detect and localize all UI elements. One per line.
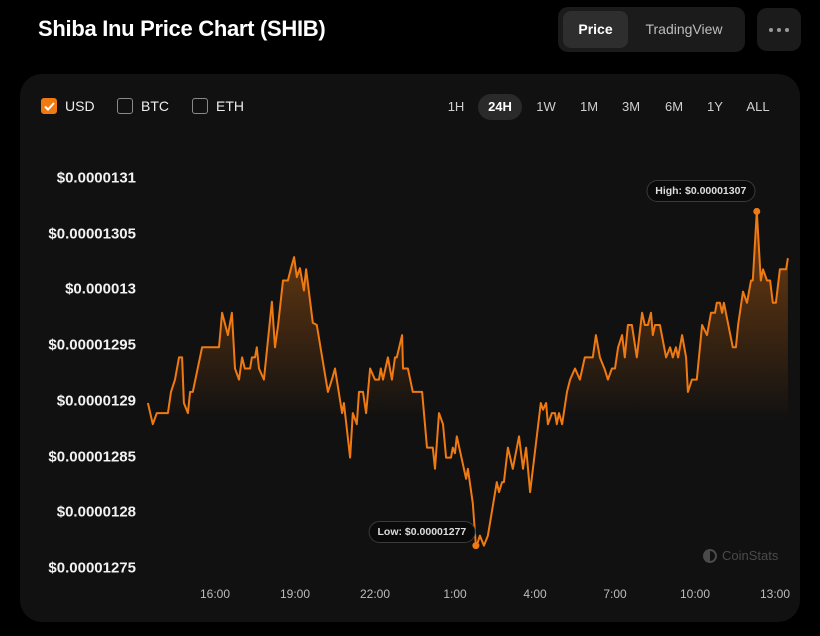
range-1m-button[interactable]: 1M [579, 99, 599, 114]
y-tick-label: $0.0000128 [56, 503, 136, 521]
currency-usd-checkbox[interactable]: USD [41, 98, 95, 114]
range-1w-button[interactable]: 1W [536, 99, 556, 114]
x-tick-label: 16:00 [199, 587, 231, 601]
currency-label: BTC [141, 98, 169, 114]
coinstats-logo-icon [703, 548, 717, 563]
y-tick-label: $0.00001285 [48, 448, 136, 465]
x-tick-label: 10:00 [679, 587, 711, 601]
y-tick-label: $0.00001275 [48, 559, 136, 577]
range-24h-button[interactable]: 24H [478, 94, 522, 120]
page-title: Shiba Inu Price Chart (SHIB) [38, 16, 326, 41]
y-tick-label: $0.0000131 [56, 169, 136, 187]
y-tick-label: $0.00001305 [48, 225, 136, 243]
view-price-button[interactable]: Price [563, 11, 628, 48]
more-options-button[interactable] [757, 8, 801, 51]
price-line [146, 210, 789, 547]
dot-icon [785, 27, 789, 32]
x-tick-label: 7:00 [603, 587, 627, 601]
y-tick-label: $0.0000129 [56, 392, 136, 410]
checkbox-checked-icon [41, 98, 57, 114]
range-all-button[interactable]: ALL [746, 99, 770, 114]
currency-label: USD [65, 98, 95, 114]
low-price-label: Low: $0.00001277 [368, 520, 476, 543]
view-toggle: Price TradingView [558, 7, 745, 52]
checkbox-unchecked-icon [192, 98, 208, 114]
price-area-fill [147, 211, 788, 546]
currency-label: ETH [216, 98, 244, 114]
currency-btc-checkbox[interactable]: BTC [117, 98, 169, 114]
x-tick-label: 13:00 [759, 587, 791, 601]
view-tradingview-button[interactable]: TradingView [645, 21, 723, 37]
dot-icon [777, 27, 781, 32]
y-tick-label: $0.00001295 [48, 336, 136, 354]
high-marker [753, 207, 761, 215]
x-tick-label: 1:00 [443, 587, 467, 601]
high-price-label: High: $0.00001307 [646, 180, 756, 203]
currency-eth-checkbox[interactable]: ETH [192, 98, 244, 114]
watermark-text: CoinStats [722, 548, 779, 563]
range-1h-button[interactable]: 1H [447, 99, 465, 114]
coinstats-watermark: CoinStats [703, 548, 778, 563]
range-6m-button[interactable]: 6M [664, 99, 684, 114]
low-marker [472, 542, 480, 550]
checkbox-unchecked-icon [117, 98, 133, 114]
x-tick-label: 4:00 [523, 587, 547, 601]
range-3m-button[interactable]: 3M [621, 99, 641, 114]
range-1y-button[interactable]: 1Y [707, 99, 723, 114]
dot-icon [769, 27, 773, 32]
x-tick-label: 19:00 [279, 587, 311, 601]
x-tick-label: 22:00 [359, 587, 391, 601]
y-tick-label: $0.000013 [65, 280, 136, 298]
